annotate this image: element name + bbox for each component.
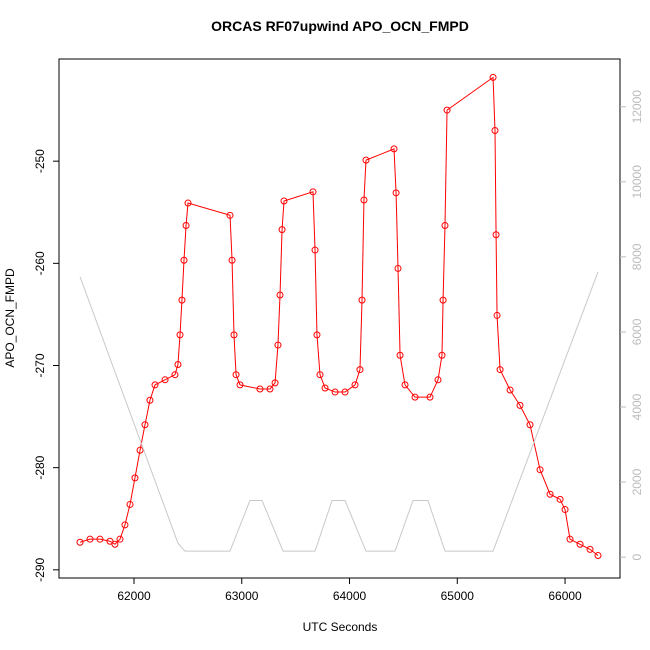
- data-point: [232, 371, 240, 379]
- data-point: [396, 351, 404, 359]
- data-point: [331, 388, 339, 396]
- y2-tick-label: 6000: [630, 318, 644, 345]
- data-point: [358, 296, 366, 304]
- x-tick-label: 62000: [117, 589, 151, 603]
- data-point: [176, 331, 184, 339]
- x-axis-label: UTC Seconds: [303, 620, 378, 634]
- y-tick-label: -260: [33, 251, 47, 275]
- data-point: [180, 256, 188, 264]
- data-point: [360, 196, 368, 204]
- data-point: [174, 360, 182, 368]
- data-point: [489, 73, 497, 81]
- data-point: [546, 490, 554, 498]
- y-tick-label: -280: [33, 455, 47, 479]
- data-point: [161, 376, 169, 384]
- data-point: [266, 385, 274, 393]
- data-point: [496, 366, 504, 374]
- data-point: [394, 264, 402, 272]
- data-point: [321, 384, 329, 392]
- data-point: [434, 376, 442, 384]
- y2-tick-label: 10000: [630, 165, 644, 199]
- data-point: [106, 537, 114, 545]
- data-point: [556, 495, 564, 503]
- data-point: [443, 106, 451, 114]
- data-point: [146, 396, 154, 404]
- data-point: [341, 388, 349, 396]
- data-point: [536, 466, 544, 474]
- data-point: [184, 199, 192, 207]
- data-point: [178, 296, 186, 304]
- data-point: [76, 538, 84, 546]
- data-point: [506, 386, 514, 394]
- data-point: [392, 189, 400, 197]
- data-point: [411, 393, 419, 401]
- data-point: [516, 401, 524, 409]
- data-point: [182, 222, 190, 230]
- data-point: [228, 256, 236, 264]
- data-point: [171, 371, 179, 379]
- data-point: [280, 197, 288, 205]
- data-point: [561, 506, 569, 514]
- data-point: [313, 331, 321, 339]
- data-point: [401, 381, 409, 389]
- data-point: [426, 393, 434, 401]
- y2-tick-label: 4000: [630, 393, 644, 420]
- x-tick-label: 63000: [225, 589, 259, 603]
- data-point: [594, 552, 602, 560]
- y-tick-label: -250: [33, 149, 47, 173]
- data-point: [126, 500, 134, 508]
- data-point: [116, 535, 124, 543]
- y-axis-label: APO_OCN_FMPD: [3, 268, 17, 368]
- data-point: [230, 331, 238, 339]
- x-tick-label: 66000: [548, 589, 582, 603]
- data-point: [236, 381, 244, 389]
- data-point: [96, 535, 104, 543]
- data-point: [309, 188, 317, 196]
- data-point: [141, 421, 149, 429]
- series-line: [79, 76, 599, 556]
- data-point: [362, 156, 370, 164]
- data-point: [441, 222, 449, 230]
- data-point: [256, 385, 264, 393]
- data-point: [493, 311, 501, 319]
- data-point: [274, 341, 282, 349]
- data-point: [351, 381, 359, 389]
- data-point: [271, 379, 279, 387]
- x-tick-label: 65000: [441, 589, 475, 603]
- data-point: [151, 381, 159, 389]
- y2-tick-label: 12000: [630, 90, 644, 124]
- y2-tick-label: 0: [630, 553, 644, 560]
- data-point: [121, 521, 129, 529]
- data-point: [136, 446, 144, 454]
- chart-title: ORCAS RF07upwind APO_OCN_FMPD: [211, 18, 469, 34]
- data-point: [438, 351, 446, 359]
- data-point: [566, 535, 574, 543]
- data-point: [316, 371, 324, 379]
- data-point: [131, 474, 139, 482]
- x-tick-label: 64000: [333, 589, 367, 603]
- y2-tick-label: 2000: [630, 468, 644, 495]
- plot-frame: [58, 58, 621, 579]
- data-point: [276, 291, 284, 299]
- data-point: [492, 231, 500, 239]
- data-point: [226, 211, 234, 219]
- data-point: [576, 540, 584, 548]
- y-tick-label: -270: [33, 353, 47, 377]
- data-point: [356, 366, 364, 374]
- data-point: [278, 226, 286, 234]
- y-tick-label: -290: [33, 557, 47, 581]
- altitude-line: [79, 271, 599, 552]
- y2-tick-label: 8000: [630, 243, 644, 270]
- data-point: [390, 145, 398, 153]
- data-point: [491, 127, 499, 135]
- data-point: [86, 535, 94, 543]
- data-point: [311, 246, 319, 254]
- data-point: [526, 421, 534, 429]
- data-point: [111, 540, 119, 548]
- data-point: [586, 545, 594, 553]
- data-point: [439, 296, 447, 304]
